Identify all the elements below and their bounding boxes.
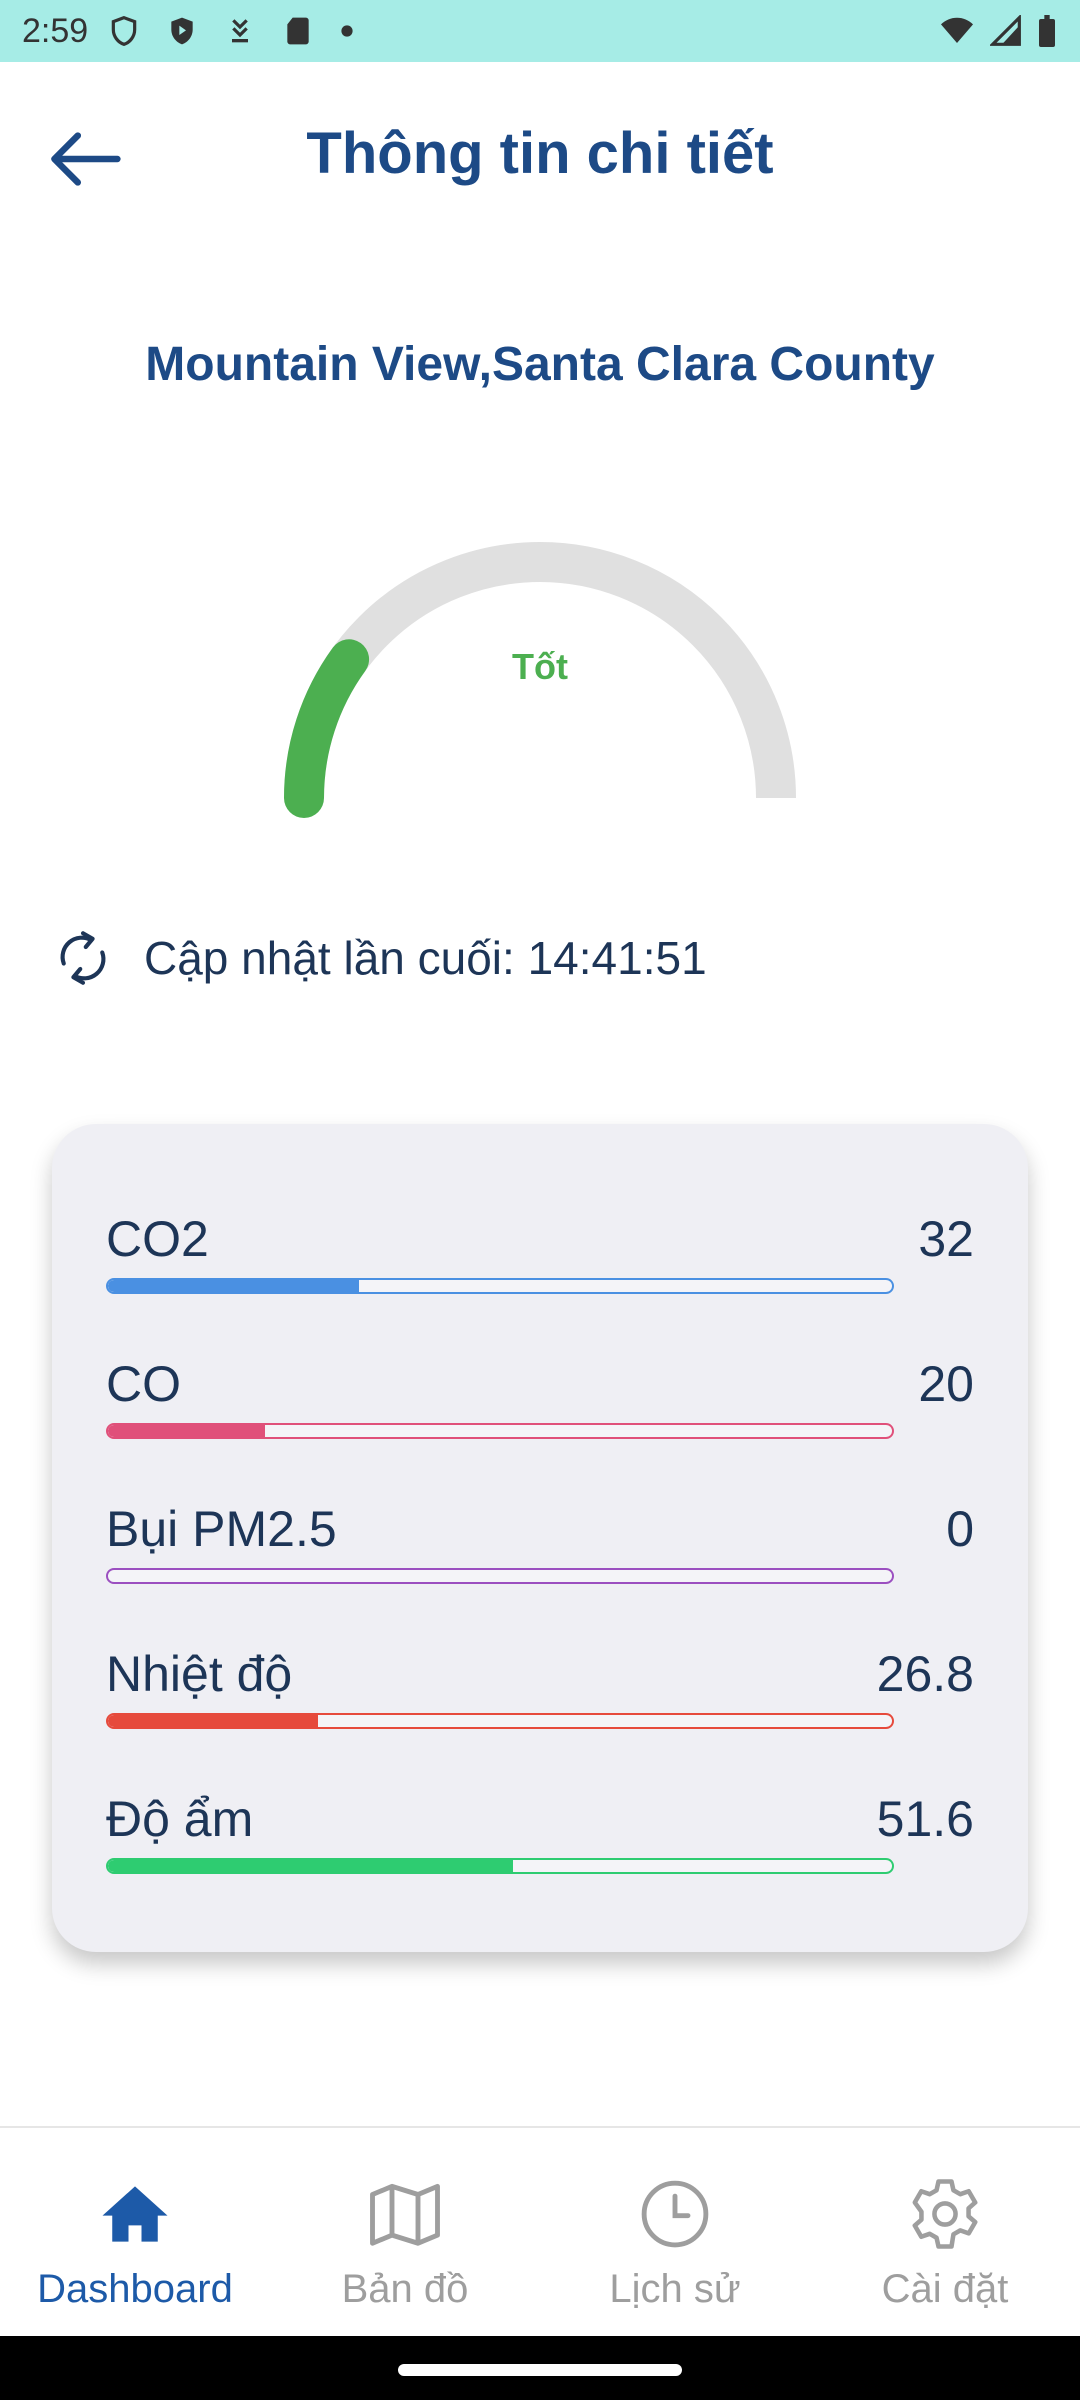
metric-value: 0 bbox=[946, 1501, 974, 1557]
metric-name: Bụi PM2.5 bbox=[106, 1501, 337, 1557]
metric-bar-fill bbox=[108, 1280, 359, 1292]
nav-history[interactable]: Lịch sử bbox=[540, 2128, 810, 2338]
nav-map[interactable]: Bản đồ bbox=[270, 2128, 540, 2338]
nav-label: Bản đồ bbox=[341, 2266, 469, 2311]
metric-bar bbox=[106, 1568, 894, 1584]
battery-icon bbox=[1036, 15, 1058, 47]
metric-bar-fill bbox=[108, 1715, 319, 1727]
metric-bar-fill bbox=[108, 1860, 513, 1872]
nav-settings[interactable]: Cài đặt bbox=[810, 2128, 1080, 2338]
metric-name: CO2 bbox=[106, 1211, 209, 1267]
last-update-row: Cập nhật lần cuối: 14:41:51 bbox=[50, 925, 707, 991]
arrow-left-icon bbox=[51, 132, 121, 186]
download-icon bbox=[224, 15, 256, 47]
shield-outline-icon bbox=[108, 15, 140, 47]
metrics-card: CO2 32 CO 20 Bụi PM2.5 0 Nhiệt độ 26.8 Đ… bbox=[52, 1124, 1028, 1952]
nav-label: Dashboard bbox=[37, 2266, 233, 2311]
refresh-icon[interactable] bbox=[50, 925, 116, 991]
gear-icon bbox=[906, 2175, 984, 2253]
page-title: Thông tin chi tiết bbox=[306, 121, 774, 186]
metric-value: 20 bbox=[918, 1356, 974, 1412]
gauge-status-label: Tốt bbox=[512, 646, 568, 687]
metric-bar bbox=[106, 1858, 894, 1874]
metric-value: 32 bbox=[918, 1211, 974, 1267]
metric-name: Độ ẩm bbox=[106, 1791, 254, 1847]
aqi-gauge bbox=[284, 542, 796, 818]
last-update-text: Cập nhật lần cuối: 14:41:51 bbox=[144, 932, 707, 984]
signal-icon bbox=[990, 15, 1022, 47]
clock-icon bbox=[636, 2175, 714, 2253]
metric-bar bbox=[106, 1278, 894, 1294]
nav-dashboard[interactable]: Dashboard bbox=[0, 2128, 270, 2338]
bottom-navigation: Dashboard Bản đồ Lịch sử Cài đặt bbox=[0, 2126, 1080, 2338]
dot-icon bbox=[340, 24, 354, 38]
home-icon bbox=[96, 2175, 174, 2253]
status-bar: 2:59 bbox=[0, 0, 1080, 62]
system-gesture-bar bbox=[0, 2336, 1080, 2400]
metric-co: CO 20 bbox=[106, 1355, 974, 1439]
wifi-icon bbox=[938, 15, 976, 47]
metric-co2: CO2 32 bbox=[106, 1210, 974, 1294]
metric-bar bbox=[106, 1423, 894, 1439]
metric-humidity: Độ ẩm 51.6 bbox=[106, 1790, 974, 1874]
nav-label: Lịch sử bbox=[609, 2266, 741, 2311]
metric-bar-fill bbox=[108, 1425, 265, 1437]
map-icon bbox=[366, 2175, 444, 2253]
nav-label: Cài đặt bbox=[881, 2266, 1009, 2311]
home-gesture-handle[interactable] bbox=[398, 2364, 682, 2376]
metric-value: 26.8 bbox=[876, 1646, 974, 1702]
sd-card-icon bbox=[282, 15, 314, 47]
metric-value: 51.6 bbox=[876, 1791, 974, 1847]
back-button[interactable] bbox=[40, 124, 130, 194]
metric-pm25: Bụi PM2.5 0 bbox=[106, 1500, 974, 1584]
metric-name: CO bbox=[106, 1356, 181, 1412]
gauge-fill bbox=[284, 639, 370, 818]
location-title: Mountain View,Santa Clara County bbox=[145, 338, 935, 391]
status-time: 2:59 bbox=[22, 11, 89, 50]
metric-name: Nhiệt độ bbox=[106, 1646, 293, 1702]
shield-play-icon bbox=[166, 15, 198, 47]
metric-bar bbox=[106, 1713, 894, 1729]
metric-temperature: Nhiệt độ 26.8 bbox=[106, 1645, 974, 1729]
app-header: Thông tin chi tiết bbox=[0, 62, 1080, 257]
